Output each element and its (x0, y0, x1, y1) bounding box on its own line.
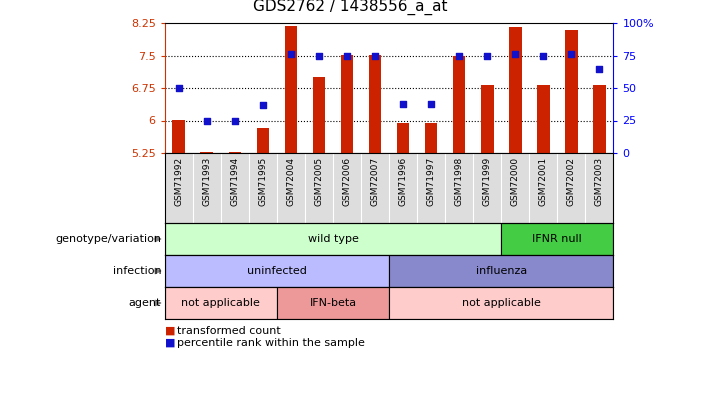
Bar (165, 223, 501, 255)
Text: influenza: influenza (475, 266, 527, 276)
Bar (425, 123, 437, 153)
Point (426, 100, 437, 107)
Text: percentile rank within the sample: percentile rank within the sample (177, 338, 365, 348)
Point (594, 65, 605, 72)
Text: GSM72000: GSM72000 (511, 156, 519, 206)
Text: infection: infection (113, 266, 161, 276)
Text: not applicable: not applicable (462, 298, 540, 308)
Point (397, 100, 409, 107)
Text: GSM71994: GSM71994 (231, 156, 239, 206)
Point (510, 51, 521, 58)
Bar (501, 223, 613, 255)
Bar (369, 55, 381, 153)
Text: GSM72006: GSM72006 (343, 156, 351, 206)
Point (285, 51, 297, 58)
Bar (313, 77, 325, 153)
Text: GSM71997: GSM71997 (427, 156, 435, 206)
Text: GSM71995: GSM71995 (259, 156, 267, 206)
Text: ■: ■ (165, 338, 175, 348)
Text: IFNR null: IFNR null (533, 234, 582, 244)
Bar (229, 152, 241, 153)
Text: GSM72001: GSM72001 (539, 156, 547, 206)
Text: transformed count: transformed count (177, 326, 281, 336)
Bar (593, 85, 606, 153)
Point (257, 102, 268, 108)
Bar (565, 30, 578, 153)
Point (229, 117, 240, 124)
Bar (389, 255, 613, 287)
Bar (389, 287, 613, 319)
Text: not applicable: not applicable (182, 298, 260, 308)
Bar (277, 287, 389, 319)
Text: ■: ■ (165, 326, 175, 336)
Point (454, 52, 465, 59)
Point (566, 51, 577, 58)
Point (173, 85, 184, 91)
Text: IFN-beta: IFN-beta (309, 298, 357, 308)
Bar (285, 26, 297, 153)
Bar (509, 27, 522, 153)
Bar (257, 128, 269, 153)
Text: genotype/variation: genotype/variation (55, 234, 161, 244)
Text: GSM72002: GSM72002 (567, 156, 576, 205)
Point (341, 52, 353, 59)
Bar (341, 55, 353, 153)
Point (482, 52, 493, 59)
Bar (200, 152, 213, 153)
Point (369, 52, 381, 59)
Bar (453, 55, 465, 153)
Text: GSM71999: GSM71999 (483, 156, 491, 206)
Bar (165, 255, 389, 287)
Bar (165, 287, 277, 319)
Text: GSM72004: GSM72004 (287, 156, 295, 205)
Text: GSM71996: GSM71996 (399, 156, 407, 206)
Text: wild type: wild type (308, 234, 358, 244)
Text: agent: agent (129, 298, 161, 308)
Text: GSM72003: GSM72003 (595, 156, 604, 206)
Text: GSM71993: GSM71993 (203, 156, 211, 206)
Bar (172, 119, 185, 153)
Text: GDS2762 / 1438556_a_at: GDS2762 / 1438556_a_at (253, 0, 448, 15)
Point (538, 52, 549, 59)
Bar (397, 123, 409, 153)
Text: GSM72005: GSM72005 (315, 156, 323, 206)
Bar (537, 85, 550, 153)
Text: uninfected: uninfected (247, 266, 307, 276)
Point (201, 117, 212, 124)
Text: GSM71992: GSM71992 (175, 156, 183, 206)
Text: GSM71998: GSM71998 (455, 156, 463, 206)
Text: GSM72007: GSM72007 (371, 156, 379, 206)
Bar (481, 85, 494, 153)
Point (313, 52, 325, 59)
